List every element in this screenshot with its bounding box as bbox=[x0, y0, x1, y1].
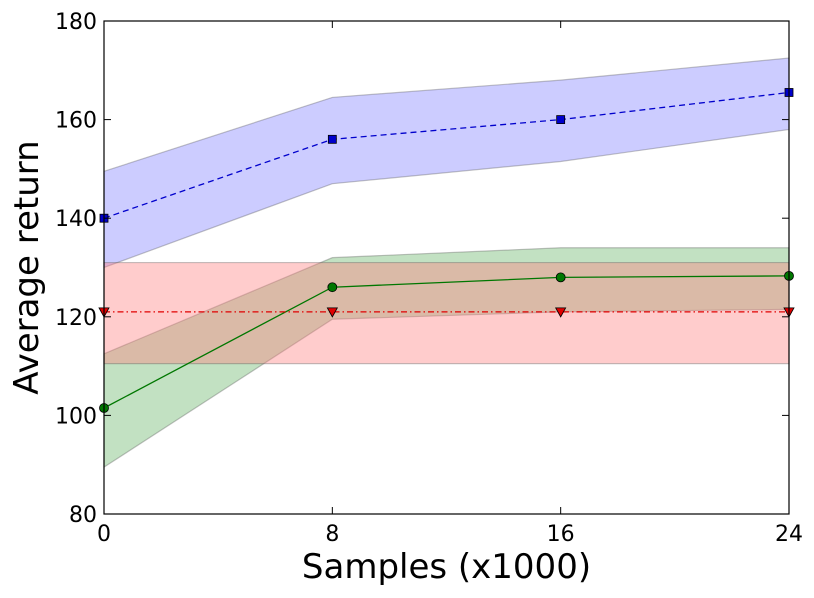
y-tick-label: 140 bbox=[55, 207, 97, 232]
y-axis-title: Average return bbox=[7, 140, 47, 394]
x-tick-label: 0 bbox=[97, 522, 111, 547]
x-tick-label: 16 bbox=[547, 522, 575, 547]
y-tick-label: 80 bbox=[69, 503, 97, 528]
y-tick-label: 160 bbox=[55, 109, 97, 134]
blue-squares-point bbox=[327, 134, 337, 144]
x-tick-label: 8 bbox=[325, 522, 339, 547]
plot-frame bbox=[103, 20, 790, 515]
confidence-bands bbox=[103, 57, 790, 469]
blue-squares-point bbox=[556, 115, 566, 124]
red-triangles-point bbox=[554, 307, 567, 318]
y-tick-label: 120 bbox=[55, 306, 97, 331]
red-triangles-band bbox=[103, 261, 790, 365]
green-circles-point bbox=[555, 272, 566, 283]
green-circles-point bbox=[327, 282, 338, 293]
series-lines bbox=[103, 91, 790, 409]
blue-squares-band bbox=[103, 57, 790, 269]
blue-squares-line bbox=[103, 91, 790, 219]
green-circles-line bbox=[103, 275, 790, 409]
x-axis-title: Samples (x1000) bbox=[302, 547, 591, 587]
y-tick-label: 180 bbox=[55, 10, 97, 35]
axis-ticks bbox=[103, 20, 790, 515]
red-triangles-point bbox=[326, 307, 339, 318]
y-tick-label: 100 bbox=[55, 404, 97, 429]
x-tick-label: 24 bbox=[775, 522, 803, 547]
tick-labels: 0 8 16 24 80 100 120 140 160 180 bbox=[55, 10, 803, 547]
